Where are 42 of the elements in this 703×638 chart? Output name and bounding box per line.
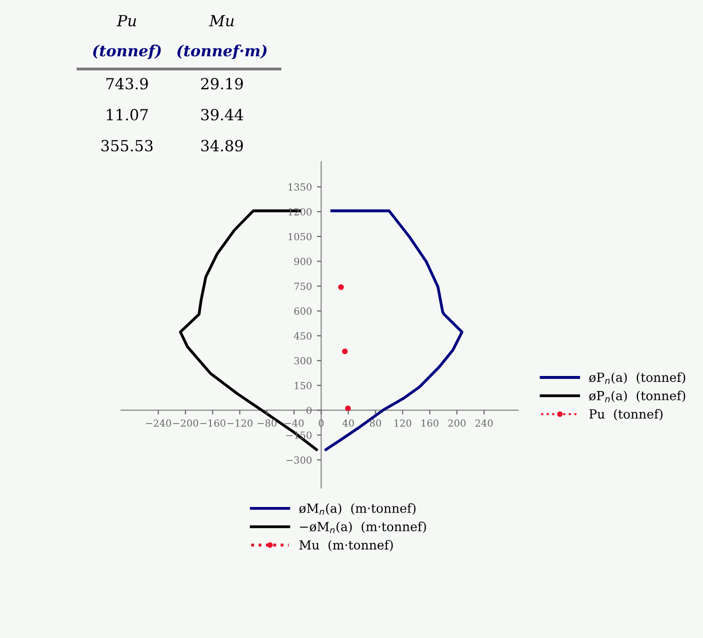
text: 29.19 — [201, 78, 243, 90]
text: Mu — [209, 15, 234, 26]
text: Pu — [116, 15, 136, 26]
legend-label: øP$_{n}$(a) (tonnef) — [589, 390, 686, 402]
y-tick-label: 1350 — [288, 183, 312, 191]
y-tick-label: −300 — [286, 456, 312, 464]
y-tick-label: 300 — [294, 357, 312, 364]
y-tick-label: 150 — [294, 382, 312, 390]
point — [338, 284, 344, 290]
line-series — [324, 209, 464, 451]
x-tick-label: 40 — [342, 419, 354, 427]
text: 355.53 — [101, 140, 153, 152]
x-tick-label: 80 — [370, 419, 382, 427]
text: 34.89 — [201, 140, 243, 152]
x-tick-label: −200 — [173, 419, 198, 427]
x-tick-label: −80 — [258, 419, 277, 427]
x-tick-label: −40 — [284, 419, 304, 427]
y-tick-label: 750 — [294, 282, 312, 290]
y-tick-label: 1050 — [288, 232, 312, 240]
x-tick-label: −120 — [227, 419, 252, 427]
y-tick-label: 600 — [294, 307, 312, 315]
y-tick-label: 450 — [294, 332, 312, 340]
text: Mu (m·tonnef) — [299, 540, 393, 552]
text: 39.44 — [201, 108, 244, 120]
text: (tonnef·m) — [177, 44, 267, 60]
point — [345, 406, 351, 412]
y-tick-label: 1200 — [288, 208, 312, 216]
text: −øM$_{n}$(a) (m·tonnef) — [300, 522, 426, 534]
x-tick-label: 240 — [475, 419, 493, 427]
x-tick-label: 120 — [394, 419, 412, 427]
x-tick-label: −160 — [200, 419, 226, 427]
x-tick-label: −240 — [146, 419, 172, 427]
legend-label: Pu (tonnef) — [589, 409, 663, 420]
text: 743.9 — [106, 78, 148, 90]
y-tick-label: 900 — [294, 258, 312, 266]
x-tick-label: 160 — [422, 419, 438, 427]
text: øM$_{n}$(a) (m·tonnef) — [299, 503, 416, 515]
x-tick-label: 200 — [448, 419, 466, 427]
text: 11.07 — [106, 108, 148, 120]
point — [342, 348, 348, 354]
text: (tonnef) — [93, 44, 161, 60]
legend-label: øP$_{n}$(a) (tonnef) — [589, 372, 686, 384]
